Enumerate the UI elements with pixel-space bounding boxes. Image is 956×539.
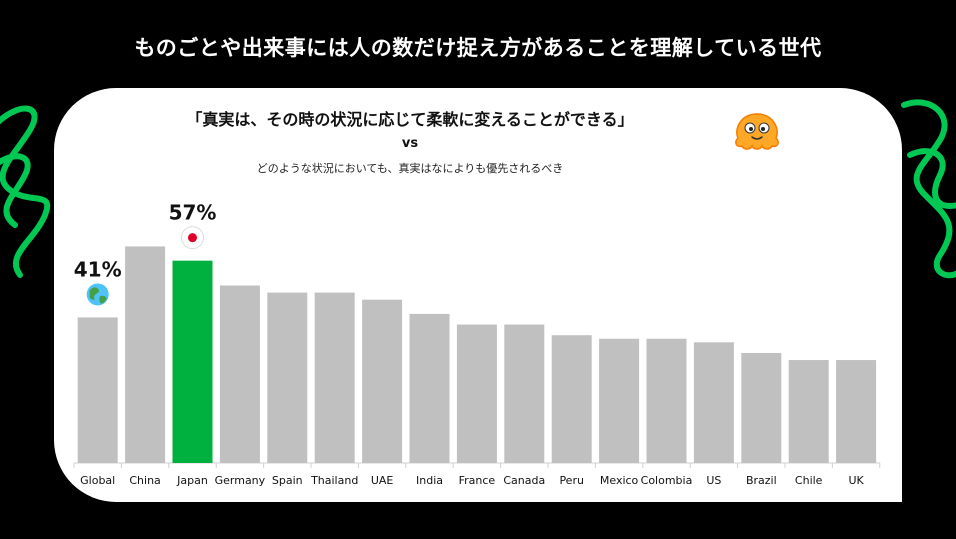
bar-india: [409, 313, 450, 463]
bar-uk: [836, 360, 877, 463]
right-squiggle-decoration: [901, 99, 956, 279]
x-tick-label: Japan: [176, 474, 208, 487]
x-tick-label: Global: [80, 474, 115, 487]
x-tick-label: Germany: [215, 474, 266, 487]
data-label-japan: 57%: [169, 201, 217, 225]
chart-vs-label: vs: [401, 136, 419, 151]
page-headline: ものごとや出来事には人の数だけ捉え方があることを理解している世代: [134, 36, 822, 60]
x-tick-label: Thailand: [310, 474, 358, 487]
chart-card: 「真実は、その時の状況に応じて柔軟に変えることができる」 vs どのような状況に…: [54, 88, 902, 502]
orange-mascot-icon: [735, 113, 779, 150]
x-tick-label: Canada: [503, 474, 545, 487]
bar-brazil: [741, 352, 782, 463]
x-tick-label: Mexico: [600, 474, 639, 487]
bar-france: [456, 324, 497, 463]
bar-uae: [362, 299, 403, 463]
bar-peru: [551, 335, 592, 463]
bar-thailand: [314, 292, 355, 463]
x-tick-label: UAE: [371, 474, 394, 487]
japan-flag-icon: [181, 226, 204, 250]
bar-chart: Global China Japan Germany Spain Thailand UAE I…: [73, 201, 881, 487]
x-tick-label: Colombia: [641, 474, 693, 487]
x-tick-label: US: [706, 474, 721, 487]
chart-title: 「真実は、その時の状況に応じて柔軟に変えることができる」: [186, 110, 634, 129]
data-label-global: 41%: [74, 257, 122, 281]
bar-japan: [172, 260, 213, 463]
x-tick-label: India: [416, 474, 443, 487]
x-tick-label: Brazil: [746, 474, 777, 487]
x-tick-label: France: [459, 474, 496, 487]
bar-colombia: [646, 338, 687, 463]
left-squiggle-decoration: [0, 105, 51, 278]
globe-icon: [86, 283, 109, 306]
bar-china: [125, 246, 166, 463]
x-tick-label: Peru: [559, 474, 584, 487]
bar-chile: [788, 360, 829, 463]
x-tick-label: Chile: [795, 474, 823, 487]
chart-subtitle: どのような状況においても、真実はなによりも優先されるべき: [256, 162, 564, 175]
x-tick-label: China: [129, 474, 160, 487]
bar-canada: [504, 324, 545, 463]
bar-germany: [219, 285, 260, 463]
bar-mexico: [599, 338, 640, 463]
x-tick-label: UK: [848, 474, 864, 487]
bar-global: [77, 317, 118, 463]
x-tick-label: Spain: [272, 474, 303, 487]
bar-us: [693, 342, 734, 463]
bar-spain: [267, 292, 308, 463]
